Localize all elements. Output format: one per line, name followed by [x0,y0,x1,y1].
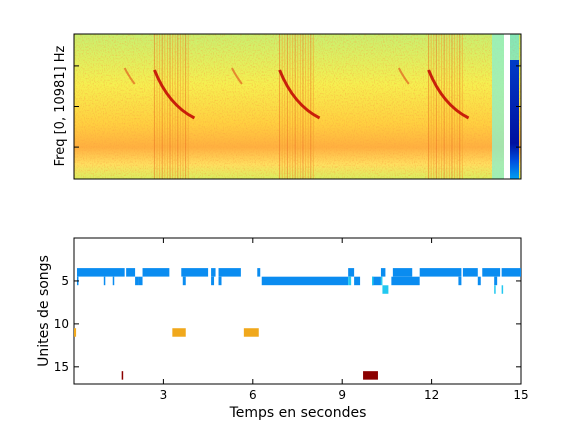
y-tick-label: 5 [61,274,69,288]
unit-segment [182,276,186,286]
x-axis-ticks: 3 6 9 12 15 [160,238,529,402]
harmonic-stack [153,34,196,179]
call-trace [231,67,243,85]
unit-segment [135,276,139,286]
unit-segment [372,276,374,286]
unit-segment [103,276,106,286]
unit-segment [112,276,115,286]
harmonic-stack [427,34,470,179]
unit-segment [419,268,462,277]
unit-segment [458,276,462,286]
unit-segment [218,276,222,286]
unit-segment [348,276,352,286]
spectrogram-tail [492,34,504,179]
call-trace [123,67,136,85]
x-tick-label: 15 [513,388,528,402]
x-tick-label: 9 [338,388,346,402]
unit-segments [74,268,521,380]
unit-segment [138,276,143,286]
unit-segment [363,371,378,380]
unit-segment [261,276,349,286]
unit-segment [501,285,504,294]
unit-segment [211,268,216,277]
colorbar-top [510,34,519,60]
unit-segment [257,268,261,277]
unit-segment [380,268,386,277]
y-tick-label: 15 [54,360,69,374]
harmonic-sweep [427,69,470,120]
unit-segment [482,268,501,277]
unit-segment [494,276,498,286]
spectrogram-image [74,34,521,179]
unit-segment [142,268,170,277]
harmonic-sweep [153,69,196,120]
unit-segment [392,268,413,277]
song-units-panel: 3 6 9 12 15 5 10 15 Temps en secondes Unites d… [36,237,529,421]
x-axis-label: Temps en secondes [229,405,367,421]
unit-segment [494,285,496,294]
unit-segment [181,268,209,277]
units-frame [73,237,522,385]
harmonic-stacks [123,34,470,179]
unit-segment [462,268,478,277]
y-axis-ticks: 5 10 15 [54,274,521,374]
spectrogram-gap [504,34,510,179]
y-axis-label: Unites de songs [36,255,52,367]
unit-segment [382,285,389,294]
call-trace [397,67,410,85]
x-tick-label: 12 [424,388,439,402]
spectrogram-y-label: Freq [0, 10981] Hz [53,45,68,166]
unit-segment [172,328,186,337]
unit-segment [372,276,381,286]
unit-segment [348,268,355,277]
unit-segment [380,276,383,286]
unit-segment [501,268,521,277]
spectrogram-panel: Freq [0, 10981] Hz [53,33,522,180]
x-tick-label: 3 [160,388,168,402]
unit-segment [126,268,136,277]
x-tick-label: 6 [249,388,257,402]
colorbar-strip [510,60,519,179]
unit-segment [211,276,215,286]
y-tick-label: 10 [54,317,69,331]
spectrogram-y-ticks [74,65,521,148]
unit-segment [354,276,361,286]
unit-segment [74,328,77,337]
unit-segment [76,268,125,277]
unit-segment [218,268,241,277]
unit-segment [121,371,124,380]
unit-segment [391,276,420,286]
unit-segment [477,276,481,286]
harmonic-sweep [278,69,321,120]
unit-segment [243,328,259,337]
harmonic-stack [278,34,321,179]
